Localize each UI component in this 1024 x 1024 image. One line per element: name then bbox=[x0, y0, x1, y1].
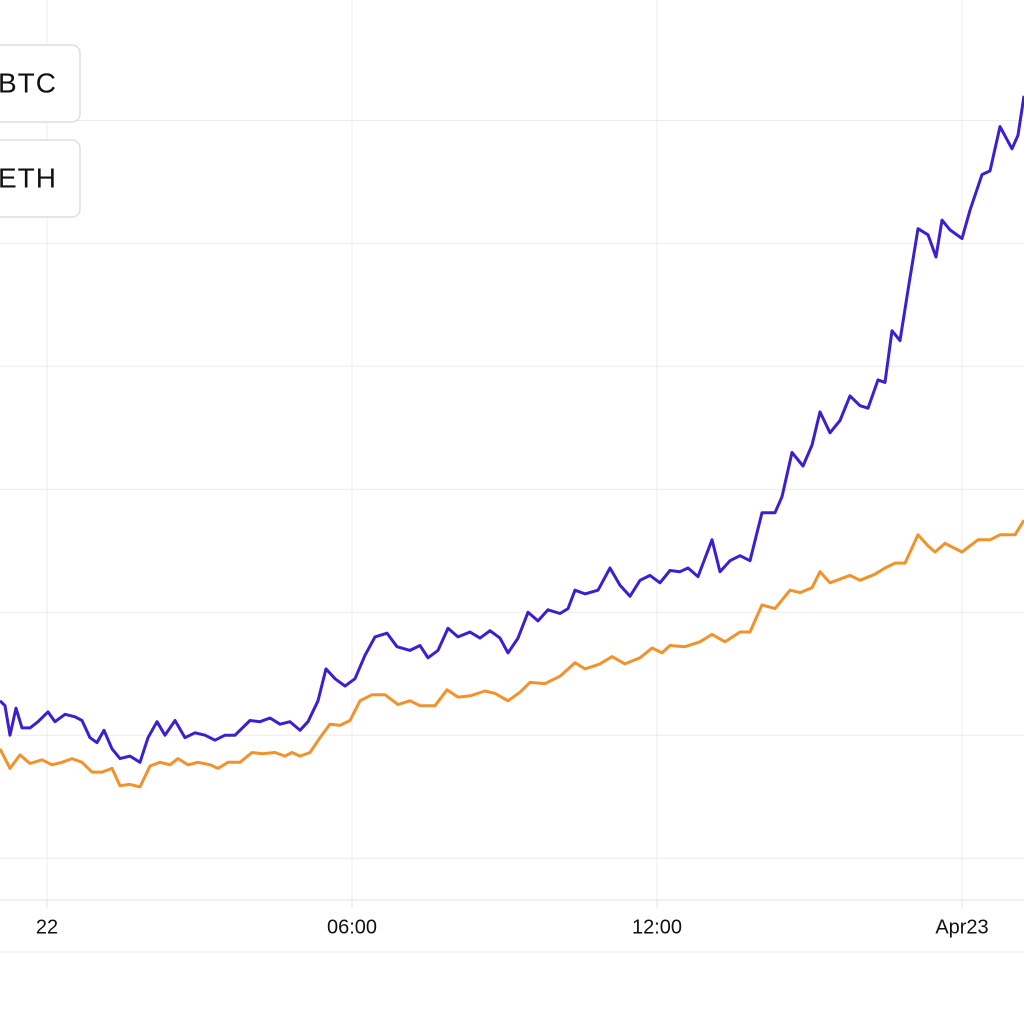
grid bbox=[0, 0, 1024, 908]
x-labels: 22 06:00 12:00 Apr23 bbox=[36, 916, 989, 938]
x-tick-label: Apr23 bbox=[935, 916, 988, 938]
x-tick-label: 06:00 bbox=[327, 916, 377, 938]
legend-box bbox=[0, 44, 81, 123]
series-line bbox=[0, 519, 1024, 789]
x-tick-label: 12:00 bbox=[632, 916, 682, 938]
x-tick-label: 22 bbox=[36, 916, 58, 938]
legend-label: ETH bbox=[0, 162, 57, 193]
legend: BTC ETH bbox=[0, 44, 81, 218]
lines bbox=[0, 95, 1024, 789]
series-line bbox=[0, 95, 1024, 764]
legend-label: BTC bbox=[0, 67, 57, 98]
legend-box bbox=[0, 139, 81, 218]
